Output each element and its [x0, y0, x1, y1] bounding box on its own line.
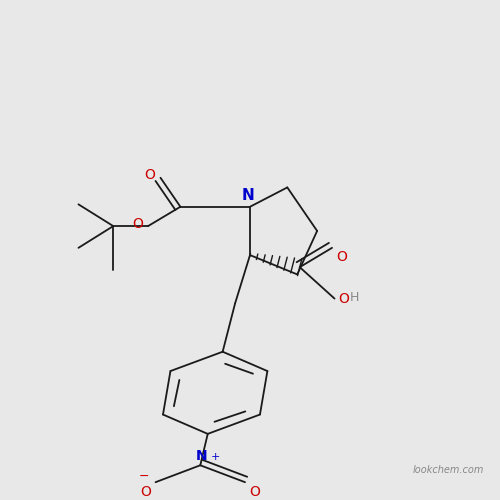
Text: lookchem.com: lookchem.com	[412, 465, 484, 475]
Text: +: +	[211, 452, 220, 462]
Text: O: O	[336, 250, 347, 264]
Text: O: O	[249, 484, 260, 498]
Text: N: N	[196, 449, 207, 463]
Text: H: H	[350, 291, 359, 304]
Text: N: N	[241, 188, 254, 203]
Text: O: O	[144, 168, 156, 182]
Text: O: O	[140, 484, 151, 498]
Text: O: O	[132, 216, 143, 230]
Text: O: O	[338, 292, 349, 306]
Text: −: −	[138, 470, 149, 483]
